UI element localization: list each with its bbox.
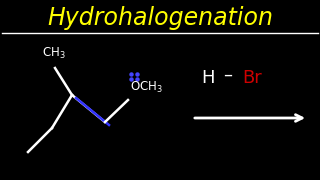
Text: –: –: [223, 66, 233, 84]
Text: CH$_3$: CH$_3$: [42, 45, 66, 60]
Text: Hydrohalogenation: Hydrohalogenation: [47, 6, 273, 30]
Text: Br: Br: [242, 69, 262, 87]
Text: H: H: [201, 69, 215, 87]
Text: OCH$_3$: OCH$_3$: [130, 79, 163, 94]
